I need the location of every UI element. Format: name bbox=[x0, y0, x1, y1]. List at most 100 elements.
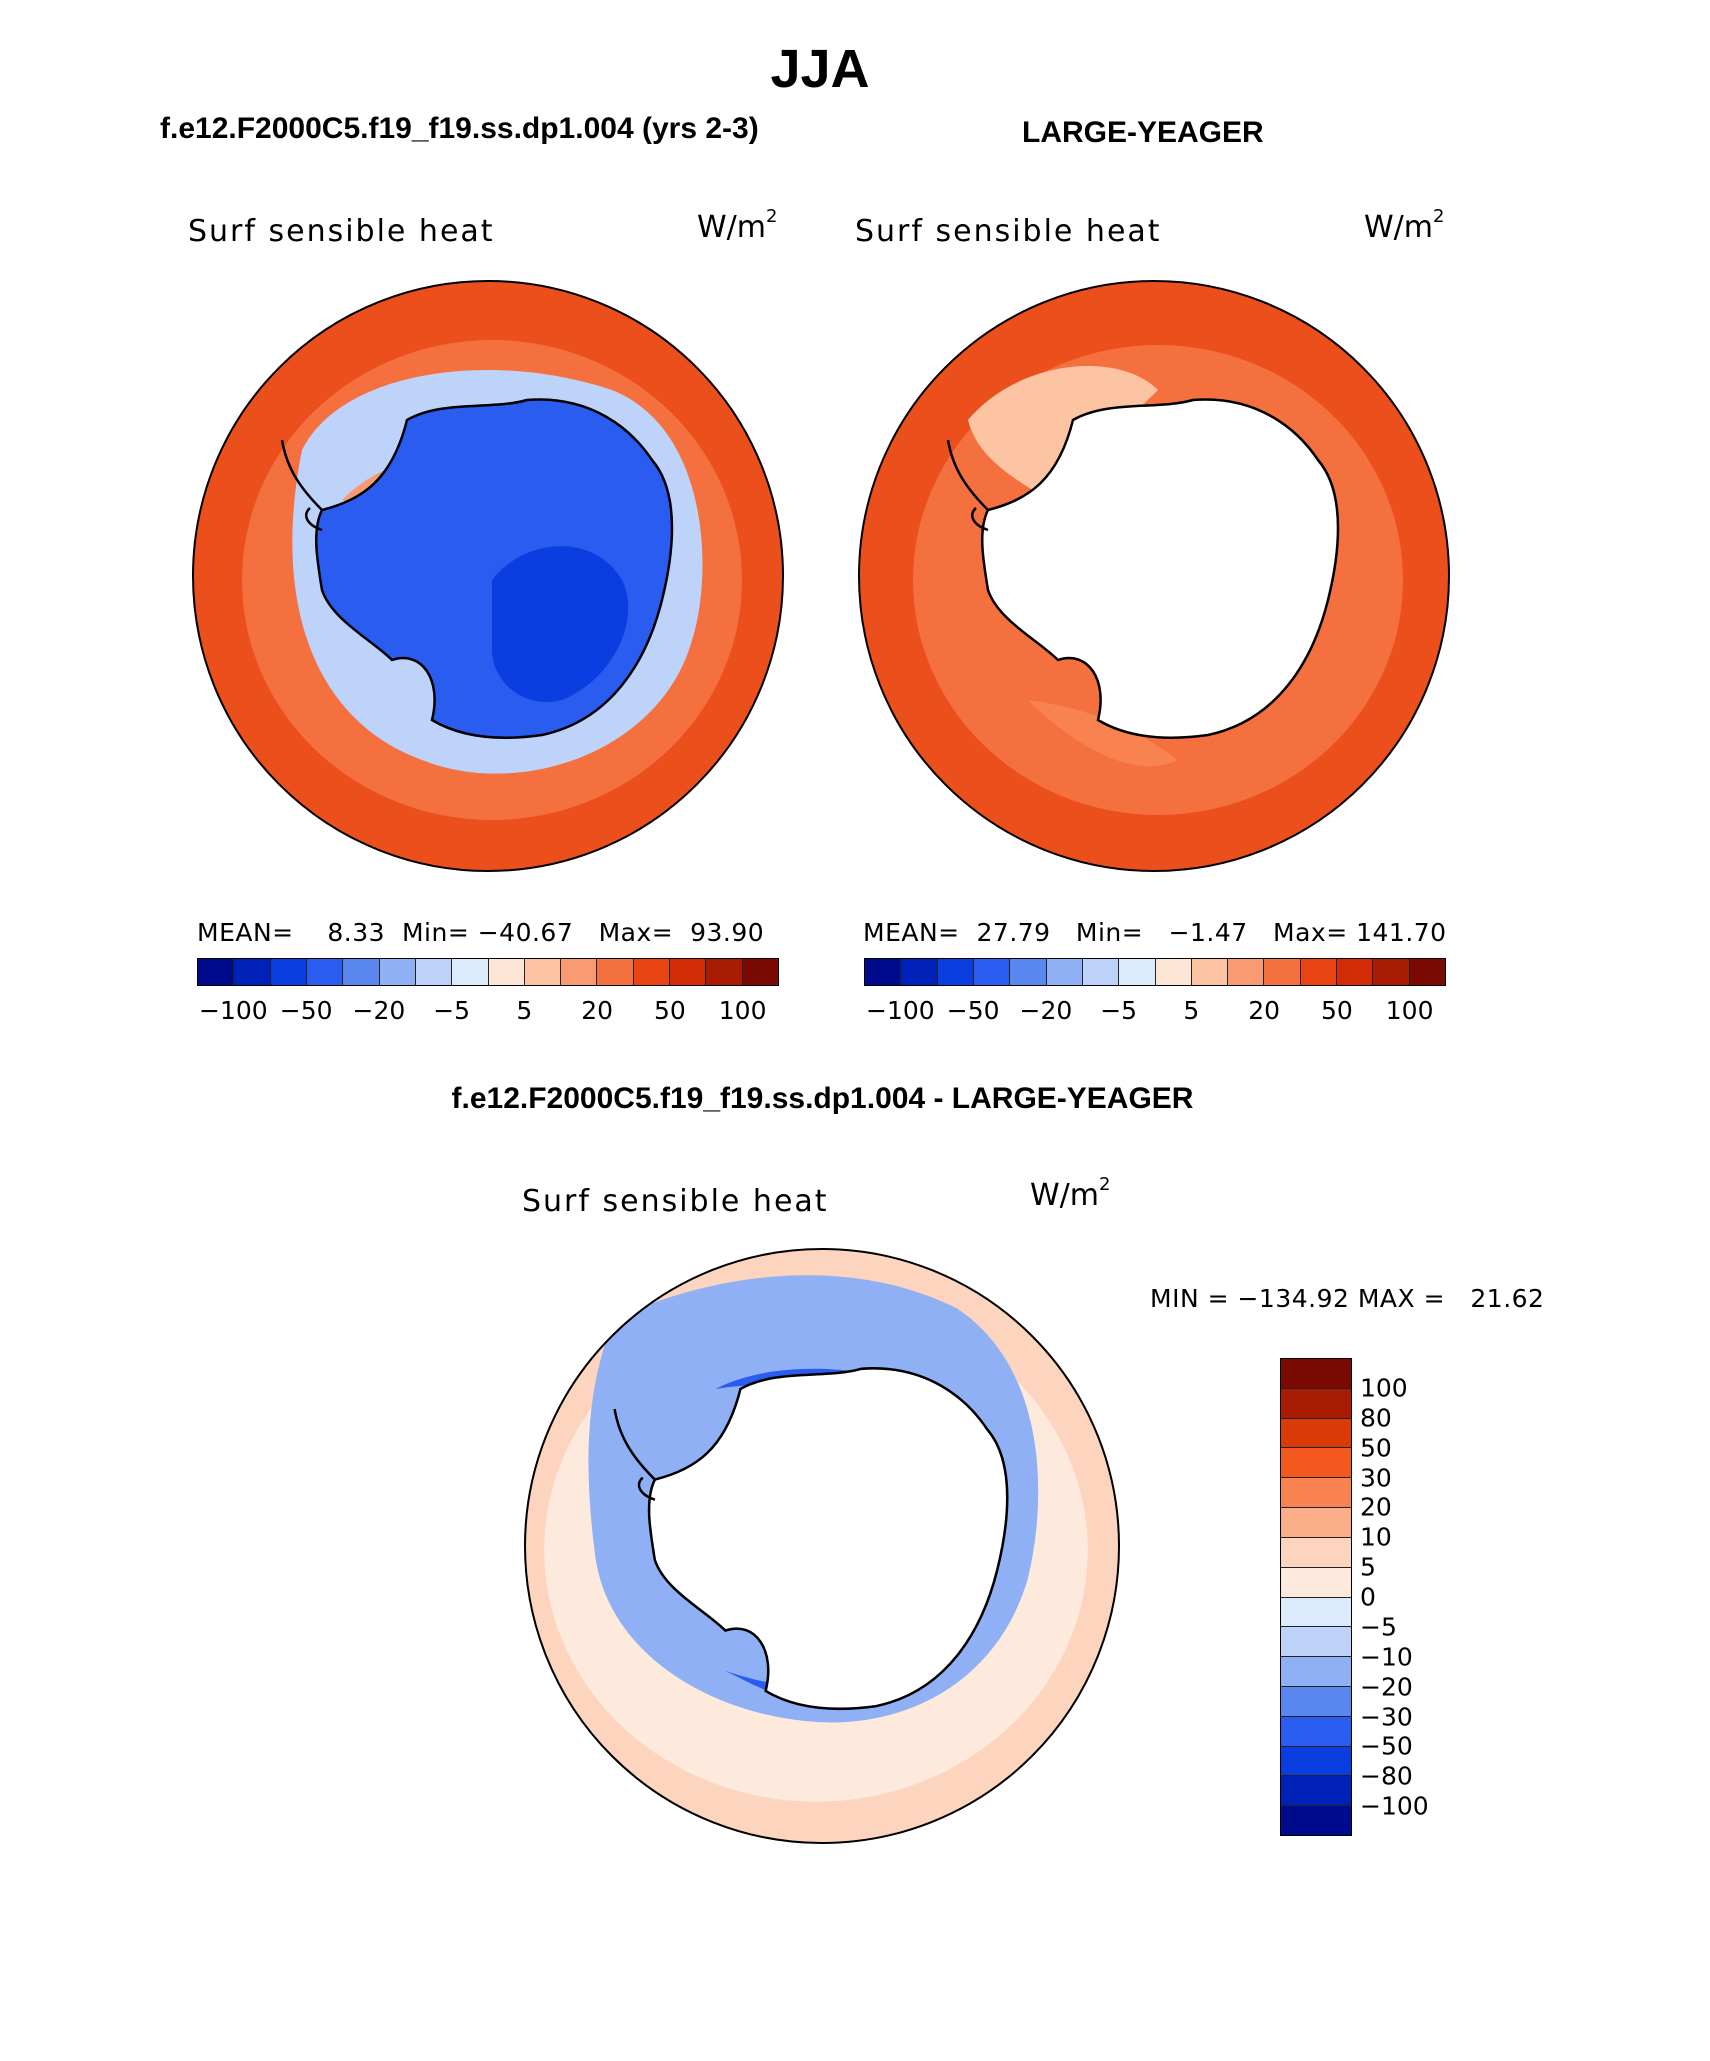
colorbar-tick-label: −50 bbox=[279, 996, 333, 1025]
colorbar-swatch bbox=[1281, 1597, 1351, 1628]
diff-case-title: f.e12.F2000C5.f19_f19.ss.dp1.004 - LARGE… bbox=[451, 1082, 1194, 1115]
model-stats: MEAN= 8.33 Min= −40.67 Max= 93.90 bbox=[197, 918, 765, 947]
colorbar-swatch bbox=[597, 959, 634, 985]
colorbar-swatch bbox=[1409, 959, 1445, 985]
colorbar-swatch bbox=[1281, 1448, 1351, 1479]
colorbar-tick-label: 50 bbox=[653, 996, 686, 1025]
diff-colorbar bbox=[1280, 1358, 1352, 1836]
colorbar-swatch bbox=[1281, 1627, 1351, 1658]
colorbar-swatch bbox=[1373, 959, 1410, 985]
colorbar-tick-label: 50 bbox=[1360, 1433, 1392, 1463]
colorbar-swatch bbox=[1281, 1746, 1351, 1777]
colorbar-swatch bbox=[937, 959, 974, 985]
obs-stats: MEAN= 27.79 Min= −1.47 Max= 141.70 bbox=[863, 918, 1447, 947]
colorbar-tick-label: −5 bbox=[433, 996, 471, 1025]
obs-variable-label: Surf sensible heat bbox=[855, 214, 1162, 249]
colorbar-swatch bbox=[379, 959, 416, 985]
colorbar-swatch bbox=[901, 959, 938, 985]
colorbar-swatch bbox=[1281, 1567, 1351, 1598]
model-case-title: f.e12.F2000C5.f19_f19.ss.dp1.004 (yrs 2-… bbox=[160, 112, 759, 145]
colorbar-tick-label: −20 bbox=[352, 996, 406, 1025]
colorbar-tick-label: −80 bbox=[1360, 1761, 1413, 1791]
obs-polar-map bbox=[858, 280, 1450, 872]
peninsula-coast bbox=[613, 1408, 656, 1501]
colorbar-swatch bbox=[1281, 1686, 1351, 1717]
model-colorbar bbox=[197, 958, 779, 986]
colorbar-swatch bbox=[1281, 1478, 1351, 1509]
field-continent-core bbox=[492, 546, 629, 702]
main-title: JJA bbox=[770, 39, 870, 99]
model-polar-map bbox=[192, 280, 784, 872]
colorbar-swatch bbox=[1281, 1776, 1351, 1807]
colorbar-swatch bbox=[1281, 1359, 1351, 1389]
colorbar-swatch bbox=[452, 959, 489, 985]
map-border bbox=[192, 280, 784, 872]
colorbar-tick-label: 5 bbox=[1183, 996, 1200, 1025]
colorbar-swatch bbox=[1228, 959, 1265, 985]
colorbar-tick-label: 5 bbox=[516, 996, 533, 1025]
colorbar-swatch bbox=[1281, 1806, 1351, 1835]
colorbar-tick-label: −30 bbox=[1360, 1702, 1413, 1731]
colorbar-swatch bbox=[973, 959, 1011, 985]
colorbar-swatch bbox=[1281, 1418, 1351, 1449]
map-border bbox=[524, 1248, 1120, 1844]
diff-units-label: W/m2 bbox=[1030, 1174, 1111, 1213]
colorbar-tick-label: −100 bbox=[866, 996, 935, 1025]
colorbar-swatch bbox=[1300, 959, 1338, 985]
colorbar-tick-label: −10 bbox=[1360, 1642, 1413, 1672]
colorbar-tick-label: 20 bbox=[581, 996, 614, 1025]
obs-case-title: LARGE-YEAGER bbox=[1022, 116, 1264, 149]
colorbar-tick-label: 100 bbox=[1360, 1373, 1408, 1403]
colorbar-swatch bbox=[1281, 1716, 1351, 1747]
field-continent-core bbox=[1158, 546, 1295, 702]
colorbar-tick-label: −5 bbox=[1100, 996, 1138, 1025]
map-border bbox=[858, 280, 1450, 872]
obs-colorbar-ticks: −100 −50 −20 −5 5 20 50 100 bbox=[864, 996, 1446, 1026]
colorbar-swatch bbox=[270, 959, 307, 985]
colorbar-tick-label: −50 bbox=[946, 996, 1000, 1025]
obs-colorbar bbox=[864, 958, 1446, 986]
colorbar-swatch bbox=[1281, 1388, 1351, 1419]
colorbar-tick-label: 5 bbox=[1360, 1552, 1376, 1582]
colorbar-swatch bbox=[1281, 1508, 1351, 1538]
colorbar-tick-label: −50 bbox=[1360, 1731, 1413, 1761]
coastline bbox=[647, 1367, 1009, 1711]
colorbar-swatch bbox=[1046, 959, 1083, 985]
colorbar-tick-label: 20 bbox=[1360, 1492, 1392, 1522]
colorbar-swatch bbox=[306, 959, 344, 985]
colorbar-swatch bbox=[234, 959, 271, 985]
model-units-label: W/m2 bbox=[697, 206, 778, 245]
colorbar-swatch bbox=[488, 959, 525, 985]
colorbar-tick-label: −100 bbox=[199, 996, 268, 1025]
colorbar-tick-label: 0 bbox=[1360, 1582, 1376, 1612]
model-colorbar-ticks: −100 −50 −20 −5 5 20 50 100 bbox=[197, 996, 779, 1026]
colorbar-tick-label: 100 bbox=[718, 996, 767, 1025]
colorbar-swatch bbox=[633, 959, 671, 985]
colorbar-swatch bbox=[1155, 959, 1192, 985]
colorbar-swatch bbox=[1082, 959, 1120, 985]
field-continent-core bbox=[826, 1515, 964, 1673]
colorbar-swatch bbox=[1191, 959, 1229, 985]
diff-colorbar-ticks: 100 80 50 30 20 10 5 0 −5 −10 −20 −30 −50 −80 −100 bbox=[1360, 1358, 1440, 1836]
colorbar-tick-label: 50 bbox=[1320, 996, 1353, 1025]
diff-stats: MIN = −134.92 MAX = 21.62 bbox=[1150, 1284, 1545, 1313]
colorbar-swatch bbox=[524, 959, 562, 985]
diff-polar-map bbox=[524, 1248, 1120, 1844]
colorbar-swatch bbox=[415, 959, 453, 985]
colorbar-tick-label: 30 bbox=[1360, 1463, 1392, 1492]
coastline bbox=[314, 398, 674, 739]
colorbar-tick-label: −20 bbox=[1360, 1672, 1413, 1702]
peninsula-coast bbox=[280, 439, 323, 532]
colorbar-swatch bbox=[343, 959, 380, 985]
peninsula-coast bbox=[946, 439, 989, 532]
colorbar-swatch bbox=[670, 959, 707, 985]
colorbar-swatch bbox=[742, 959, 778, 985]
field-ice-zone bbox=[968, 366, 1158, 500]
coastline bbox=[980, 398, 1340, 739]
colorbar-tick-label: 20 bbox=[1248, 996, 1281, 1025]
colorbar-swatch bbox=[706, 959, 743, 985]
colorbar-swatch bbox=[1281, 1537, 1351, 1568]
field-ice-edge bbox=[1028, 700, 1178, 767]
colorbar-swatch bbox=[1337, 959, 1374, 985]
colorbar-tick-label: −100 bbox=[1360, 1791, 1429, 1821]
